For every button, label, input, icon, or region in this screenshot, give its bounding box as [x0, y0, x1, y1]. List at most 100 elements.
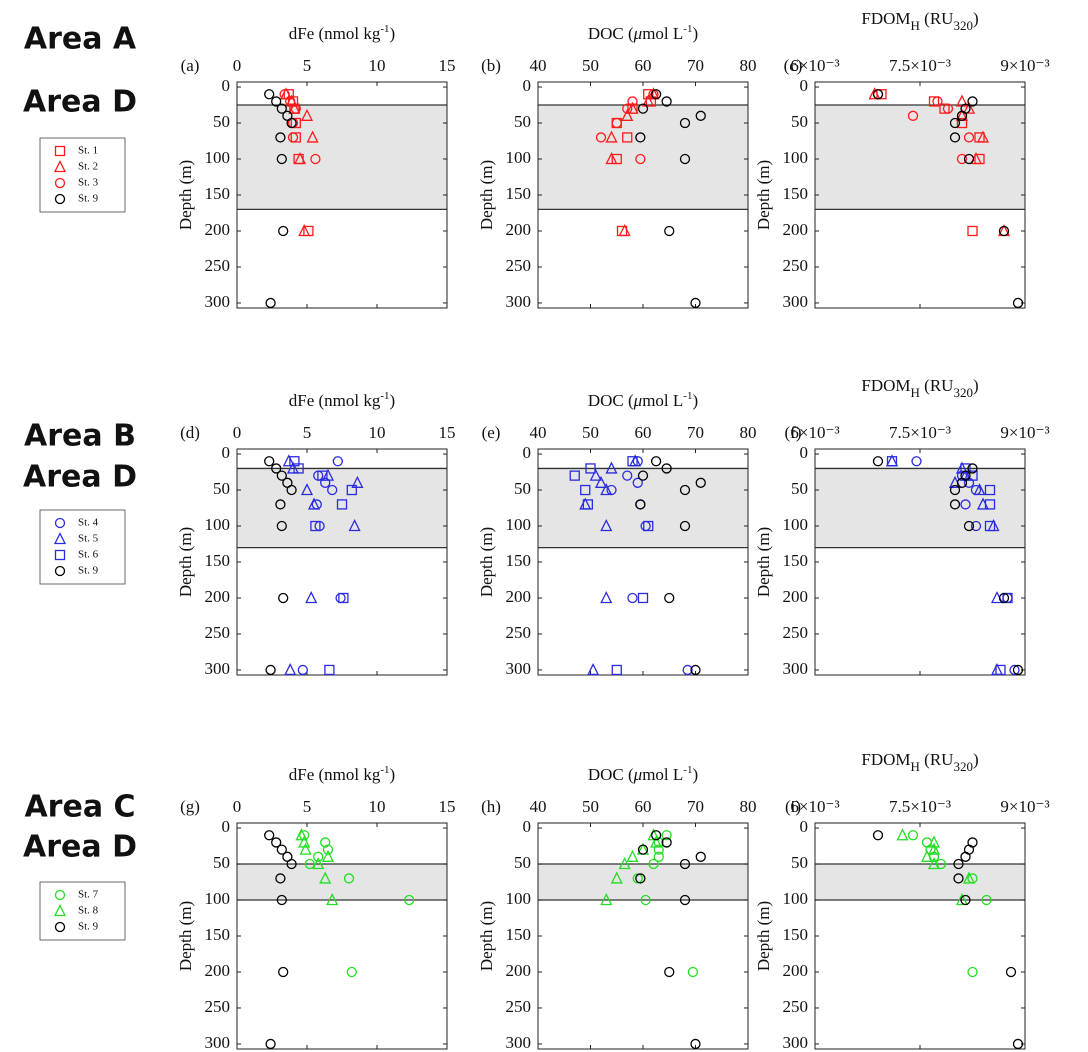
- panel-label: (a): [181, 56, 200, 75]
- y-tick-label: 150: [783, 551, 809, 570]
- x-tick-label: 60: [635, 797, 652, 816]
- x-tick-label: 15: [439, 423, 456, 442]
- marker-square: [611, 664, 622, 676]
- marker-triangle: [321, 849, 335, 862]
- marker-circle: [632, 477, 643, 488]
- marker-triangle: [53, 532, 67, 545]
- y-tick-label: 250: [506, 997, 532, 1016]
- marker-triangle: [306, 130, 319, 143]
- legend-label: St. 1: [78, 145, 98, 157]
- marker-square: [293, 463, 304, 474]
- area-label: Area D: [23, 460, 137, 495]
- y-tick-label: 300: [205, 659, 231, 678]
- marker-circle: [287, 132, 299, 143]
- y-axis-label: Depth (m): [176, 901, 195, 971]
- y-tick-label: 250: [205, 623, 231, 642]
- marker-triangle: [295, 828, 308, 841]
- marker-triangle: [348, 519, 361, 532]
- marker-circle: [949, 499, 961, 510]
- marker-circle: [967, 463, 978, 474]
- marker-circle: [679, 153, 691, 165]
- legend-label: St. 4: [78, 517, 99, 529]
- marker-circle: [286, 484, 297, 496]
- marker-circle: [640, 894, 651, 906]
- marker-circle: [310, 153, 321, 165]
- x-axis-label-part: -1: [683, 764, 692, 776]
- y-tick-label: 100: [205, 515, 231, 534]
- y-tick-label: 0: [800, 817, 809, 836]
- marker-square: [967, 470, 978, 481]
- marker-circle: [635, 499, 646, 510]
- legend-box: [39, 509, 126, 585]
- panel-label: (i): [785, 797, 801, 816]
- y-axis-label: Depth (m): [477, 527, 496, 597]
- panel-label: (g): [180, 797, 200, 816]
- marker-circle: [653, 851, 664, 862]
- marker-circle: [276, 470, 287, 481]
- marker-square: [310, 520, 321, 532]
- marker-square: [637, 592, 649, 604]
- marker-circle: [1012, 1038, 1024, 1050]
- y-tick-label: 150: [783, 184, 809, 203]
- y-axis-label: Depth (m): [477, 901, 496, 971]
- marker-circle: [322, 844, 334, 855]
- y-tick-label: 50: [514, 479, 531, 498]
- marker-circle: [404, 894, 415, 906]
- marker-circle: [264, 89, 275, 100]
- y-tick-label: 200: [205, 961, 231, 980]
- y-tick-label: 100: [506, 889, 532, 908]
- x-tick-label: 0: [233, 423, 242, 442]
- marker-circle: [690, 1038, 701, 1050]
- marker-circle: [949, 132, 961, 143]
- marker-circle: [967, 966, 978, 978]
- marker-circle: [690, 297, 701, 309]
- marker-triangle: [605, 461, 618, 474]
- marker-triangle: [973, 483, 986, 496]
- mixed-layer-shade: [815, 468, 1025, 548]
- y-tick-label: 50: [213, 853, 230, 872]
- legend-label: St. 9: [78, 565, 99, 577]
- marker-circle: [953, 873, 964, 884]
- x-axis-label-part: μ: [633, 765, 643, 784]
- y-tick-label: 300: [783, 1033, 809, 1052]
- plot-frame: [814, 822, 1026, 1050]
- marker-circle: [949, 484, 961, 496]
- y-tick-label: 50: [514, 853, 531, 872]
- x-axis-label-part: DOC (: [588, 765, 634, 784]
- y-tick-label: 100: [783, 148, 809, 167]
- marker-circle: [664, 592, 675, 604]
- marker-circle: [54, 565, 66, 577]
- marker-circle: [611, 117, 622, 129]
- y-tick-label: 50: [791, 479, 808, 498]
- x-tick-label: 40: [530, 56, 547, 75]
- y-tick-label: 150: [506, 925, 532, 944]
- marker-circle: [690, 664, 701, 676]
- y-tick-label: 250: [205, 256, 231, 275]
- x-axis-label-part: -1: [683, 390, 692, 402]
- marker-square: [984, 484, 996, 496]
- x-axis-label-part: 320: [953, 18, 973, 33]
- mixed-layer-shade: [815, 105, 1025, 210]
- y-tick-label: 150: [783, 925, 809, 944]
- y-tick-label: 100: [506, 148, 532, 167]
- marker-circle: [679, 520, 691, 532]
- marker-circle: [304, 858, 315, 870]
- x-axis-label-part: ): [692, 24, 698, 43]
- x-tick-label: 7.5×10⁻³: [889, 423, 951, 442]
- marker-circle: [275, 873, 286, 884]
- marker-circle: [695, 477, 706, 488]
- panel-label: (d): [180, 423, 200, 442]
- x-axis-label-part: FDOM: [861, 750, 910, 769]
- x-axis-label: FDOMH (RU320): [861, 376, 978, 401]
- marker-circle: [278, 225, 289, 237]
- marker-circle: [271, 463, 282, 474]
- y-tick-label: 50: [791, 853, 808, 872]
- marker-circle: [653, 844, 664, 855]
- y-tick-label: 200: [783, 961, 809, 980]
- x-tick-label: 15: [439, 56, 456, 75]
- y-tick-label: 100: [783, 889, 809, 908]
- marker-triangle: [618, 857, 631, 870]
- marker-circle: [1005, 966, 1017, 978]
- marker-square: [582, 499, 594, 510]
- legend-box: [39, 137, 126, 213]
